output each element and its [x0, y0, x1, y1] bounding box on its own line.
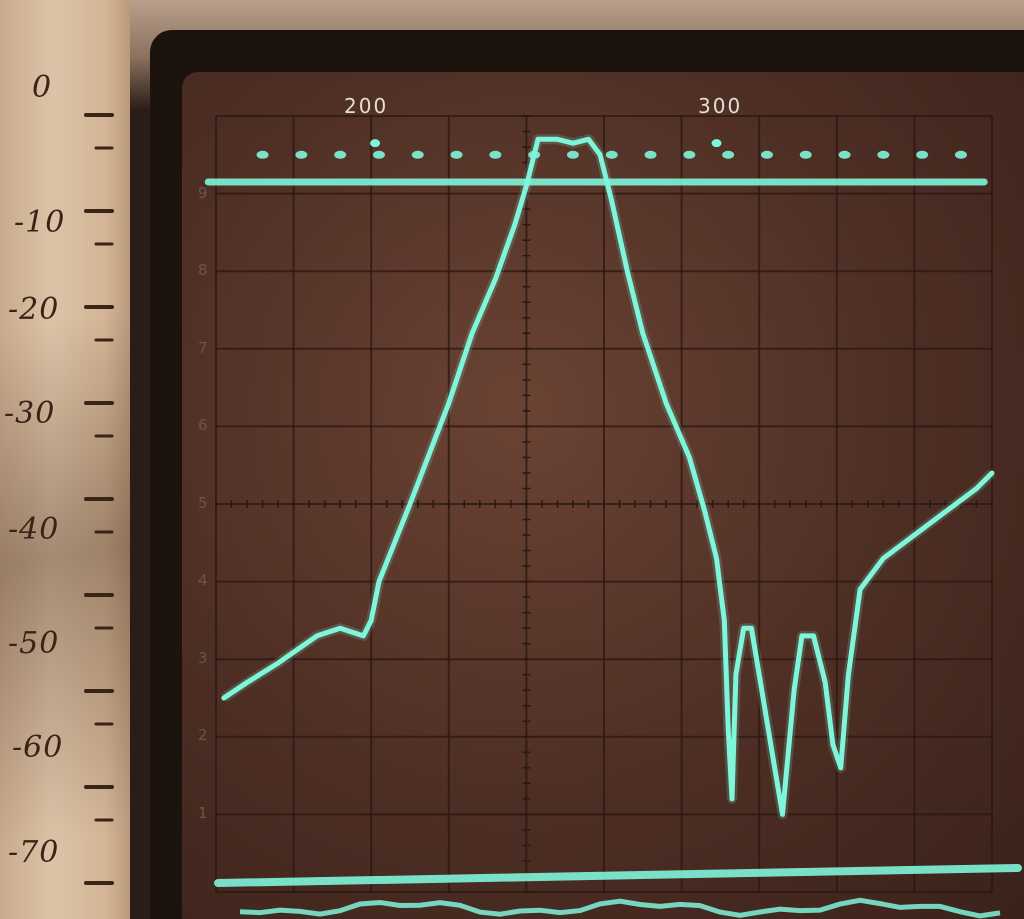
marker-dot: [334, 150, 347, 159]
db-label-60: -60: [12, 730, 64, 765]
paper-scale-strip: [0, 0, 150, 919]
marker-dot: [877, 150, 890, 159]
trace-line: [221, 136, 995, 817]
db-label-50: -50: [8, 626, 60, 661]
db-label-40: -40: [8, 512, 60, 547]
marker-dot: [916, 150, 929, 159]
baseline-top: [214, 864, 1022, 887]
marker-dot: [295, 150, 308, 159]
marker-dot: [489, 150, 502, 159]
trace-glow: [221, 134, 996, 820]
db-label-70: -70: [8, 835, 60, 870]
marker-dot: [450, 150, 463, 159]
marker-dot: [605, 150, 618, 159]
marker-dot: [372, 150, 385, 159]
freq-label-300: 300: [698, 94, 743, 118]
marker-dot: [838, 150, 851, 159]
freq-label-200: 200: [344, 94, 389, 118]
filter-response-trace: [221, 134, 996, 820]
div-label-2: 2: [198, 726, 208, 744]
baseline-noise: [239, 897, 1001, 919]
marker-dot: [711, 139, 722, 148]
marker-dot: [954, 150, 967, 159]
frequency-marker-dots: [256, 139, 967, 159]
marker-dot: [683, 150, 696, 159]
marker-dot: [722, 150, 735, 159]
baseline-trace: [214, 864, 1022, 919]
marker-dot: [256, 150, 269, 159]
div-label-3: 3: [198, 649, 208, 667]
marker-dot: [566, 150, 579, 159]
marker-dot: [760, 150, 773, 159]
paper-shadow: [0, 0, 150, 919]
div-label-8: 8: [198, 261, 208, 279]
div-label-5: 5: [198, 494, 208, 512]
div-label-7: 7: [198, 339, 208, 357]
marker-dot: [411, 150, 424, 159]
div-label-1: 1: [198, 804, 208, 822]
div-label-6: 6: [198, 416, 208, 434]
div-label-4: 4: [198, 571, 208, 589]
paper-tick-marks: [84, 113, 114, 885]
marker-dot: [370, 139, 381, 148]
db-label-10: -10: [14, 205, 66, 240]
db-label-0: 0: [32, 70, 53, 105]
marker-dot: [644, 150, 657, 159]
div-label-9: 9: [198, 184, 208, 202]
db-label-30: -30: [4, 396, 56, 431]
graticule-grid: [215, 115, 993, 893]
db-label-20: -20: [8, 292, 60, 327]
marker-dot: [799, 150, 812, 159]
